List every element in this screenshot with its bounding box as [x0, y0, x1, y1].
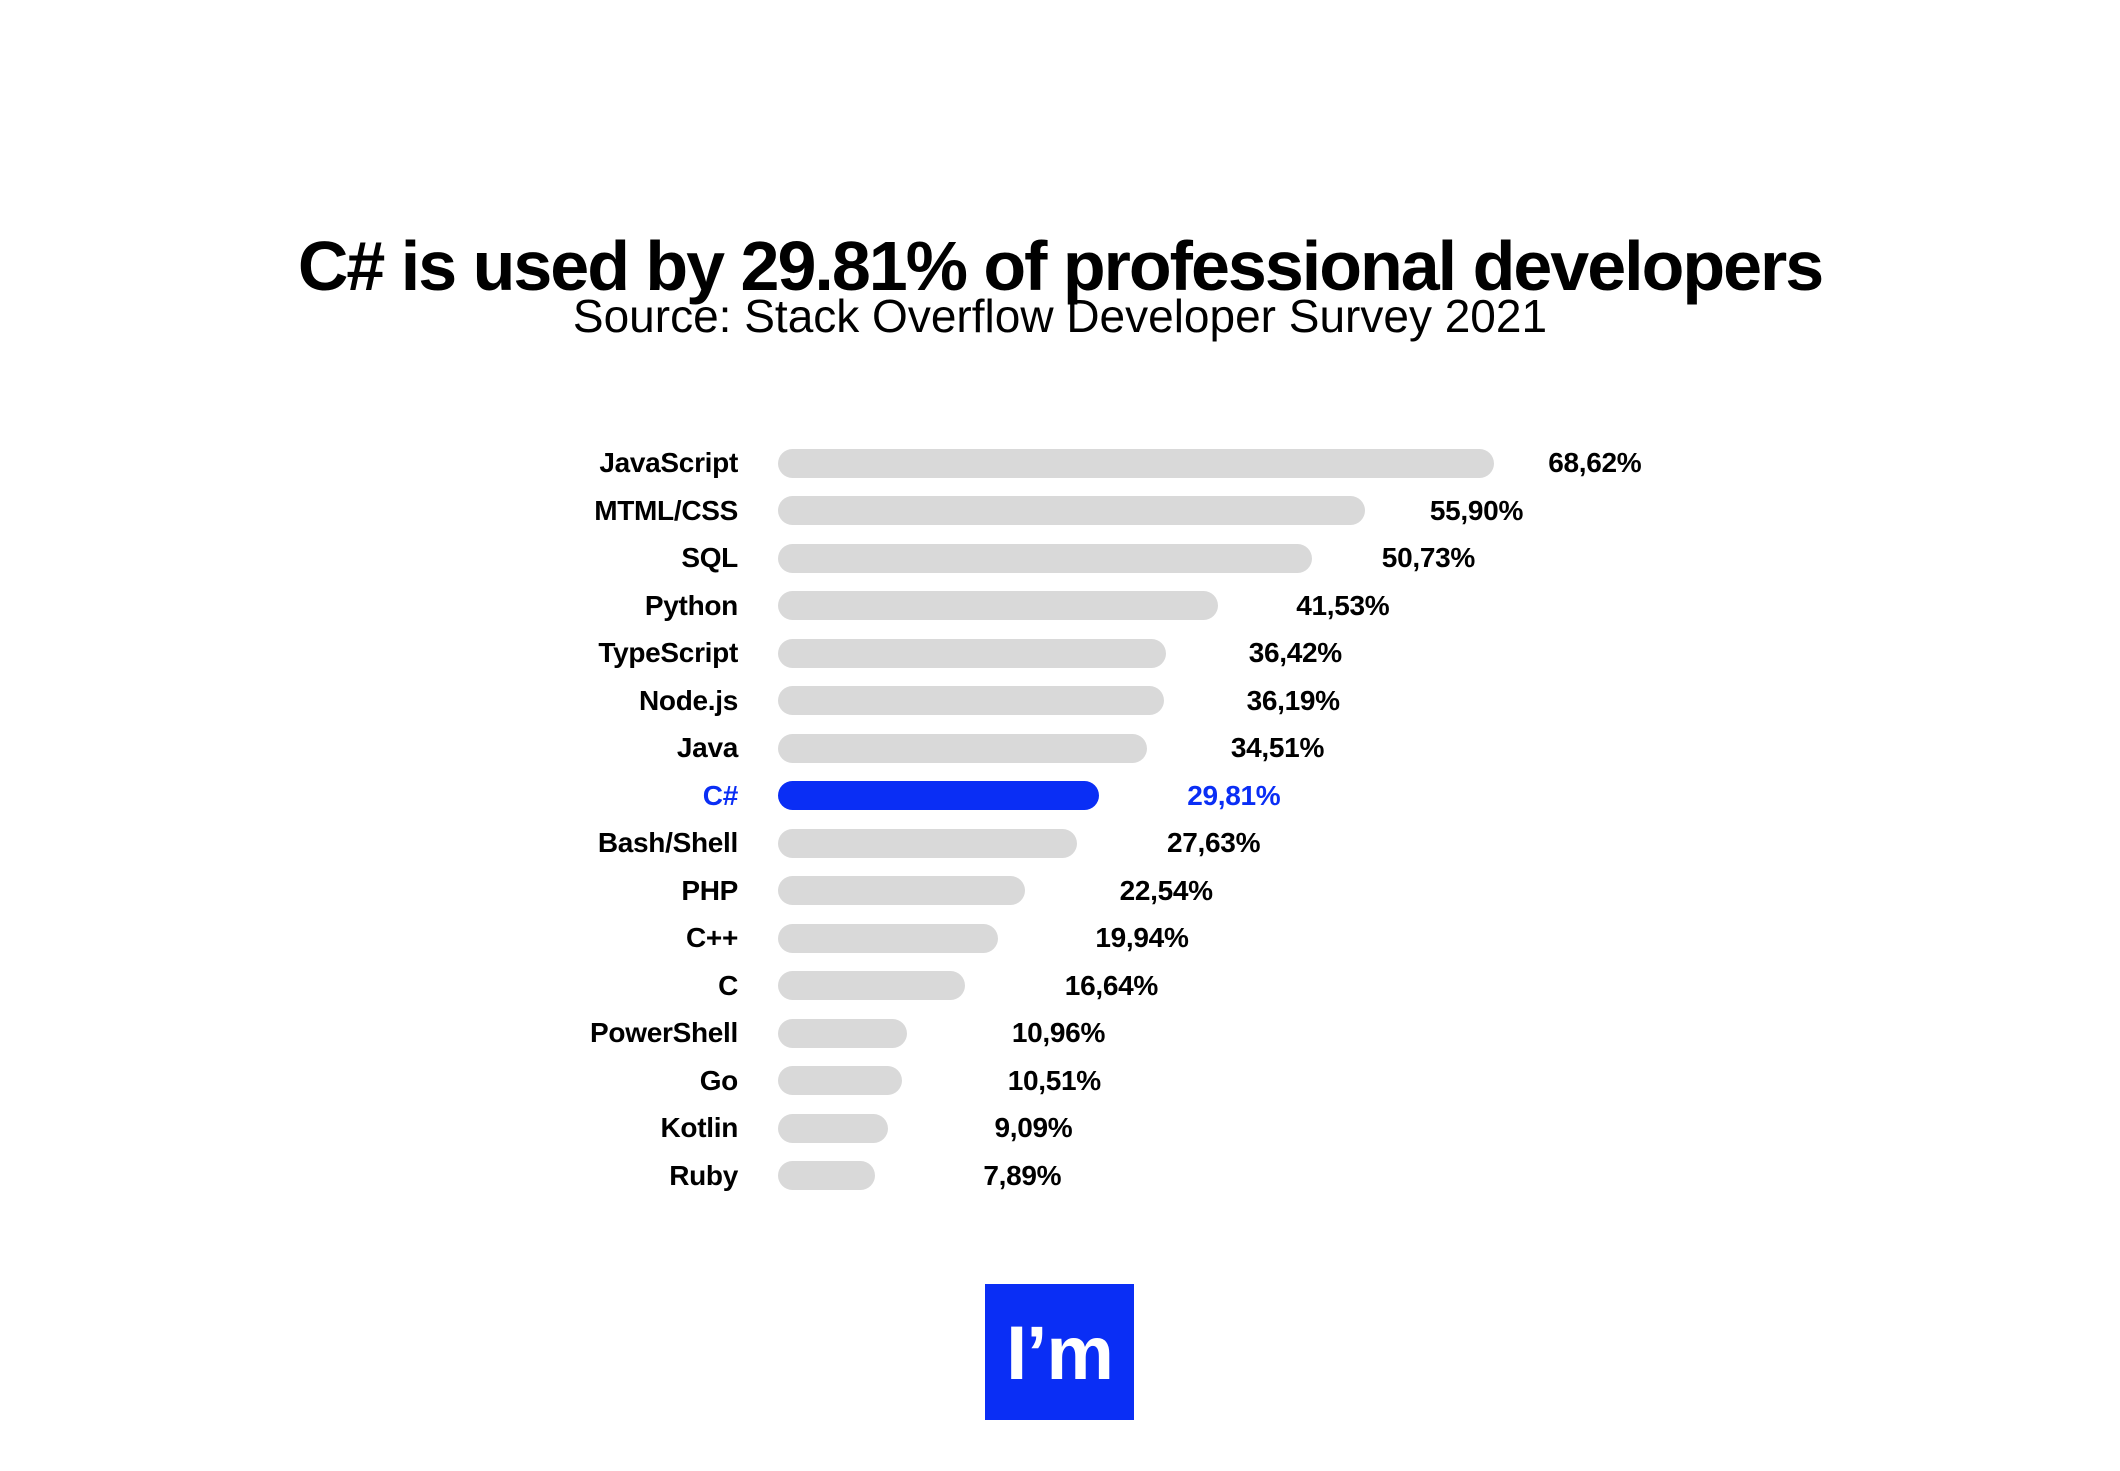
category-label: PowerShell: [590, 1017, 738, 1048]
value-label: 22,54%: [1119, 874, 1213, 906]
value-label: 55,90%: [1429, 494, 1524, 526]
value-label: 19,94%: [1095, 922, 1189, 953]
category-label: Node.js: [638, 684, 738, 716]
chart-row: SQL 50,73%: [0, 534, 2120, 582]
chart-row: Python 41,53%: [0, 582, 2120, 630]
value-label: 10,51%: [1007, 1064, 1101, 1096]
value-label: 10,96%: [1011, 1017, 1106, 1048]
category-label: C#: [702, 779, 739, 811]
category-label: MTML/CSS: [594, 494, 738, 526]
value-label: 41,53%: [1296, 589, 1390, 621]
chart-row: Node.js 36,19%: [0, 677, 2120, 725]
value-label: 34,51%: [1230, 732, 1325, 763]
bar: [778, 923, 999, 953]
category-label: C++: [685, 922, 738, 953]
bar: [778, 733, 1147, 763]
chart-row: Kotlin 9,09%: [0, 1104, 2120, 1152]
category-label: Bash/Shell: [597, 827, 738, 858]
value-label: 50,73%: [1381, 542, 1475, 573]
value-label: 68,62%: [1548, 447, 1642, 478]
chart-row: Bash/Shell 27,63%: [0, 819, 2120, 867]
category-label: TypeScript: [598, 637, 738, 668]
bar: [778, 448, 1495, 478]
bar: [778, 876, 1025, 905]
bar: [778, 971, 965, 1000]
chart-row: Ruby 7,89%: [0, 1152, 2120, 1200]
value-label: 16,64%: [1064, 969, 1158, 1001]
bar: [778, 1161, 876, 1190]
category-label: Go: [699, 1064, 739, 1096]
value-label: 27,63%: [1167, 827, 1261, 858]
bar-chart: JavaScript 68,62% MTML/CSS 55,90% SQL 50,73% P…: [0, 439, 2120, 1199]
chart-row: C# 29,81%: [0, 772, 2120, 820]
bar: [778, 1113, 888, 1143]
brand-logo-text: I’m: [1006, 1311, 1114, 1396]
value-label: 7,89%: [983, 1159, 1062, 1191]
brand-logo: I’m: [985, 1284, 1134, 1420]
category-label: PHP: [681, 874, 738, 906]
category-label: Java: [676, 732, 738, 763]
chart-row: JavaScript 68,62%: [0, 439, 2120, 487]
bar: [778, 828, 1077, 858]
chart-row: Java 34,51%: [0, 724, 2120, 772]
page-title: C# is used by 29.81% of professional dev…: [297, 226, 1824, 305]
page-subtitle: Source: Stack Overflow Developer Survey …: [572, 290, 1548, 342]
category-label: C: [718, 969, 738, 1001]
chart-row: MTML/CSS 55,90%: [0, 487, 2120, 535]
value-label: 9,09%: [994, 1112, 1073, 1143]
bar: [778, 1066, 903, 1095]
category-label: SQL: [681, 542, 738, 573]
bar: [778, 496, 1365, 525]
bar: [778, 591, 1219, 620]
category-label: Ruby: [669, 1159, 738, 1191]
chart-row: Go 10,51%: [0, 1057, 2120, 1105]
value-label: 36,42%: [1248, 637, 1342, 668]
value-label: 29,81%: [1187, 779, 1281, 811]
chart-row: TypeScript 36,42%: [0, 629, 2120, 677]
chart-row: C++ 19,94%: [0, 914, 2120, 962]
category-label: JavaScript: [599, 447, 738, 478]
value-label: 36,19%: [1246, 684, 1340, 716]
chart-row: PowerShell 10,96%: [0, 1009, 2120, 1057]
bar-highlighted: [778, 781, 1099, 810]
bar: [778, 638, 1167, 668]
bar: [778, 686, 1164, 715]
bar: [778, 543, 1312, 573]
bar: [778, 1018, 907, 1048]
chart-row: PHP 22,54%: [0, 867, 2120, 915]
category-label: Kotlin: [660, 1112, 738, 1143]
chart-row: C 16,64%: [0, 962, 2120, 1010]
category-label: Python: [644, 589, 738, 621]
